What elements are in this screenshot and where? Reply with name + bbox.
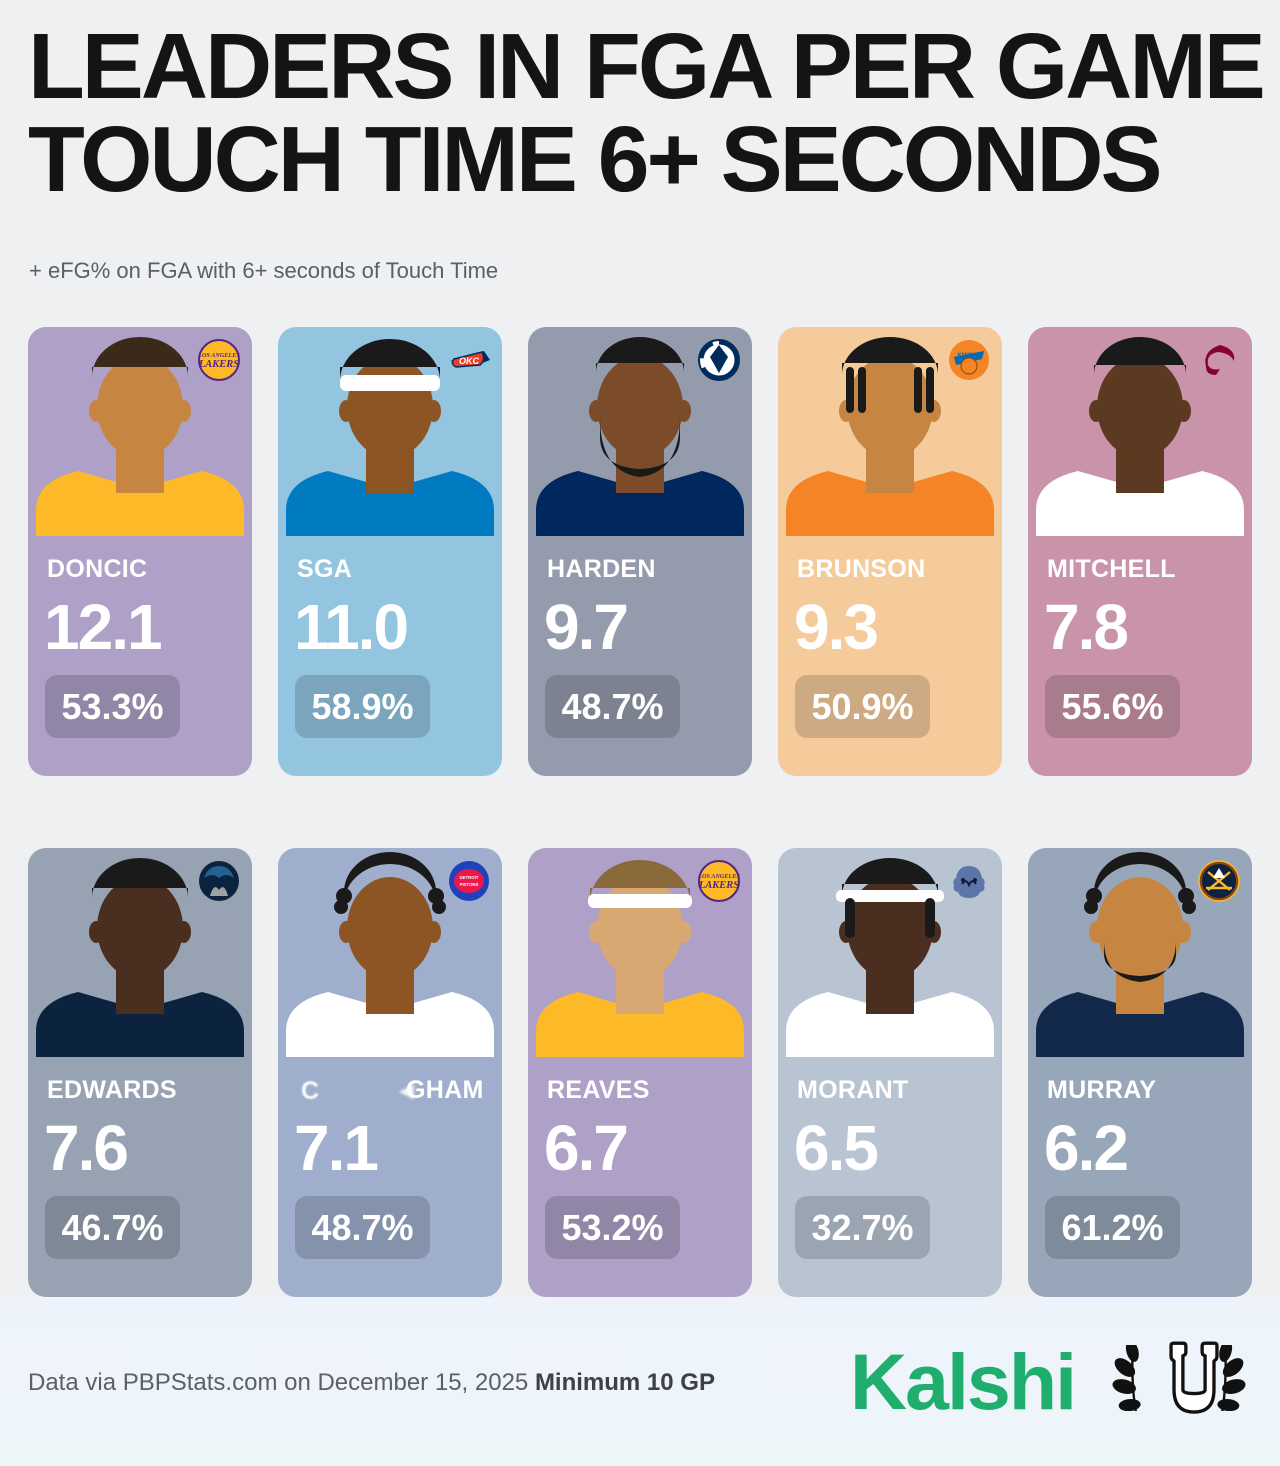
svg-text:PISTONS: PISTONS [460, 882, 479, 887]
svg-text:LAKERS: LAKERS [198, 359, 239, 370]
svg-text:DETROIT: DETROIT [460, 875, 479, 880]
svg-text:LOS ANGELES: LOS ANGELES [697, 873, 740, 880]
svg-text:LAKERS: LAKERS [698, 880, 739, 891]
svg-text:LOS ANGELES: LOS ANGELES [197, 352, 240, 359]
svg-text:OKC: OKC [459, 356, 480, 366]
